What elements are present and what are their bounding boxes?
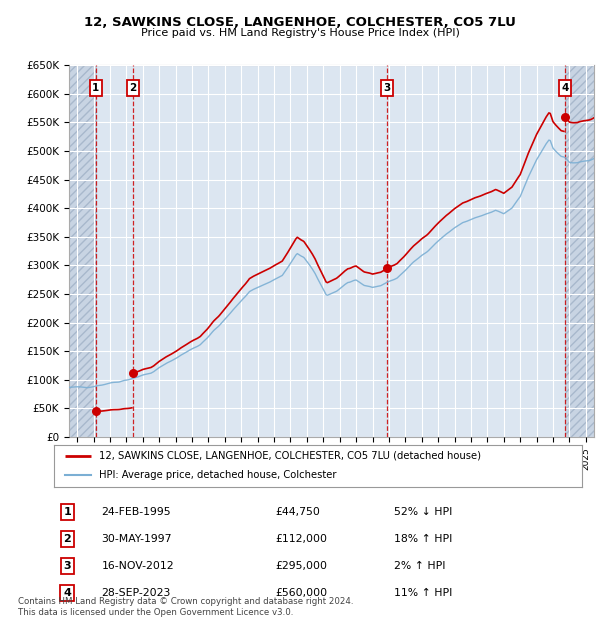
Text: 2: 2 — [64, 534, 71, 544]
Text: £44,750: £44,750 — [276, 507, 320, 517]
Bar — [69, 65, 96, 437]
Text: 3: 3 — [64, 561, 71, 571]
Text: 24-FEB-1995: 24-FEB-1995 — [101, 507, 171, 517]
Text: 12, SAWKINS CLOSE, LANGENHOE, COLCHESTER, CO5 7LU: 12, SAWKINS CLOSE, LANGENHOE, COLCHESTER… — [84, 16, 516, 29]
Text: 4: 4 — [562, 83, 569, 93]
Text: 2% ↑ HPI: 2% ↑ HPI — [386, 561, 445, 571]
Text: 16-NOV-2012: 16-NOV-2012 — [101, 561, 174, 571]
Text: Contains HM Land Registry data © Crown copyright and database right 2024.
This d: Contains HM Land Registry data © Crown c… — [18, 598, 353, 617]
Text: 4: 4 — [63, 588, 71, 598]
Text: 1: 1 — [64, 507, 71, 517]
Point — [382, 264, 392, 273]
Text: 3: 3 — [383, 83, 391, 93]
Text: £560,000: £560,000 — [276, 588, 328, 598]
Text: £295,000: £295,000 — [276, 561, 328, 571]
Text: 11% ↑ HPI: 11% ↑ HPI — [386, 588, 452, 598]
Point — [128, 368, 138, 378]
Text: 28-SEP-2023: 28-SEP-2023 — [101, 588, 171, 598]
Text: 12, SAWKINS CLOSE, LANGENHOE, COLCHESTER, CO5 7LU (detached house): 12, SAWKINS CLOSE, LANGENHOE, COLCHESTER… — [99, 451, 481, 461]
Point — [91, 407, 101, 417]
Point — [560, 112, 570, 122]
Text: HPI: Average price, detached house, Colchester: HPI: Average price, detached house, Colc… — [99, 471, 337, 480]
Text: 1: 1 — [92, 83, 100, 93]
Text: 2: 2 — [130, 83, 137, 93]
Text: £112,000: £112,000 — [276, 534, 328, 544]
Text: 30-MAY-1997: 30-MAY-1997 — [101, 534, 172, 544]
Text: 18% ↑ HPI: 18% ↑ HPI — [386, 534, 452, 544]
Text: Price paid vs. HM Land Registry's House Price Index (HPI): Price paid vs. HM Land Registry's House … — [140, 28, 460, 38]
Bar — [565, 65, 594, 437]
Text: 52% ↓ HPI: 52% ↓ HPI — [386, 507, 452, 517]
